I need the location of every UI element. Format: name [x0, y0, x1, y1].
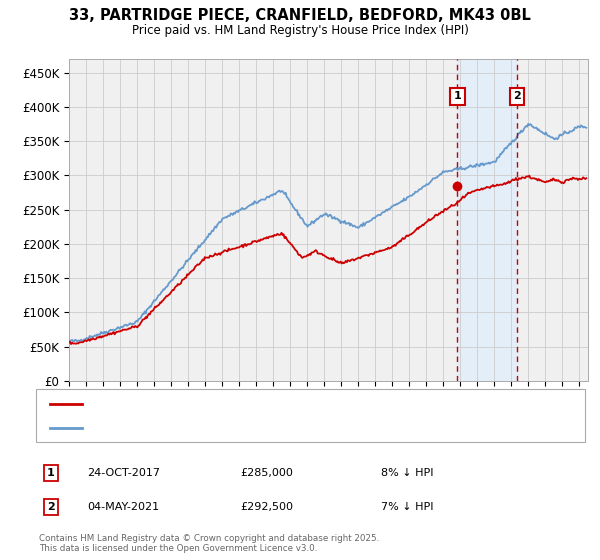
Text: 33, PARTRIDGE PIECE, CRANFIELD, BEDFORD, MK43 0BL: 33, PARTRIDGE PIECE, CRANFIELD, BEDFORD,…	[69, 8, 531, 24]
Text: 7% ↓ HPI: 7% ↓ HPI	[381, 502, 433, 512]
Text: £292,500: £292,500	[240, 502, 293, 512]
Bar	[457, 59, 517, 381]
Text: Price paid vs. HM Land Registry's House Price Index (HPI): Price paid vs. HM Land Registry's House …	[131, 24, 469, 36]
Text: 2: 2	[47, 502, 55, 512]
Text: 1: 1	[454, 91, 461, 101]
Text: 8% ↓ HPI: 8% ↓ HPI	[381, 468, 433, 478]
Text: 04-MAY-2021: 04-MAY-2021	[87, 502, 159, 512]
Text: HPI: Average price, semi-detached house, Central Bedfordshire: HPI: Average price, semi-detached house,…	[87, 423, 395, 433]
Text: 1: 1	[47, 468, 55, 478]
Text: 2: 2	[514, 91, 521, 101]
Text: 33, PARTRIDGE PIECE, CRANFIELD, BEDFORD, MK43 0BL (semi-detached house): 33, PARTRIDGE PIECE, CRANFIELD, BEDFORD,…	[87, 399, 478, 409]
Text: £285,000: £285,000	[240, 468, 293, 478]
Text: 24-OCT-2017: 24-OCT-2017	[87, 468, 160, 478]
Text: Contains HM Land Registry data © Crown copyright and database right 2025.
This d: Contains HM Land Registry data © Crown c…	[39, 534, 379, 553]
